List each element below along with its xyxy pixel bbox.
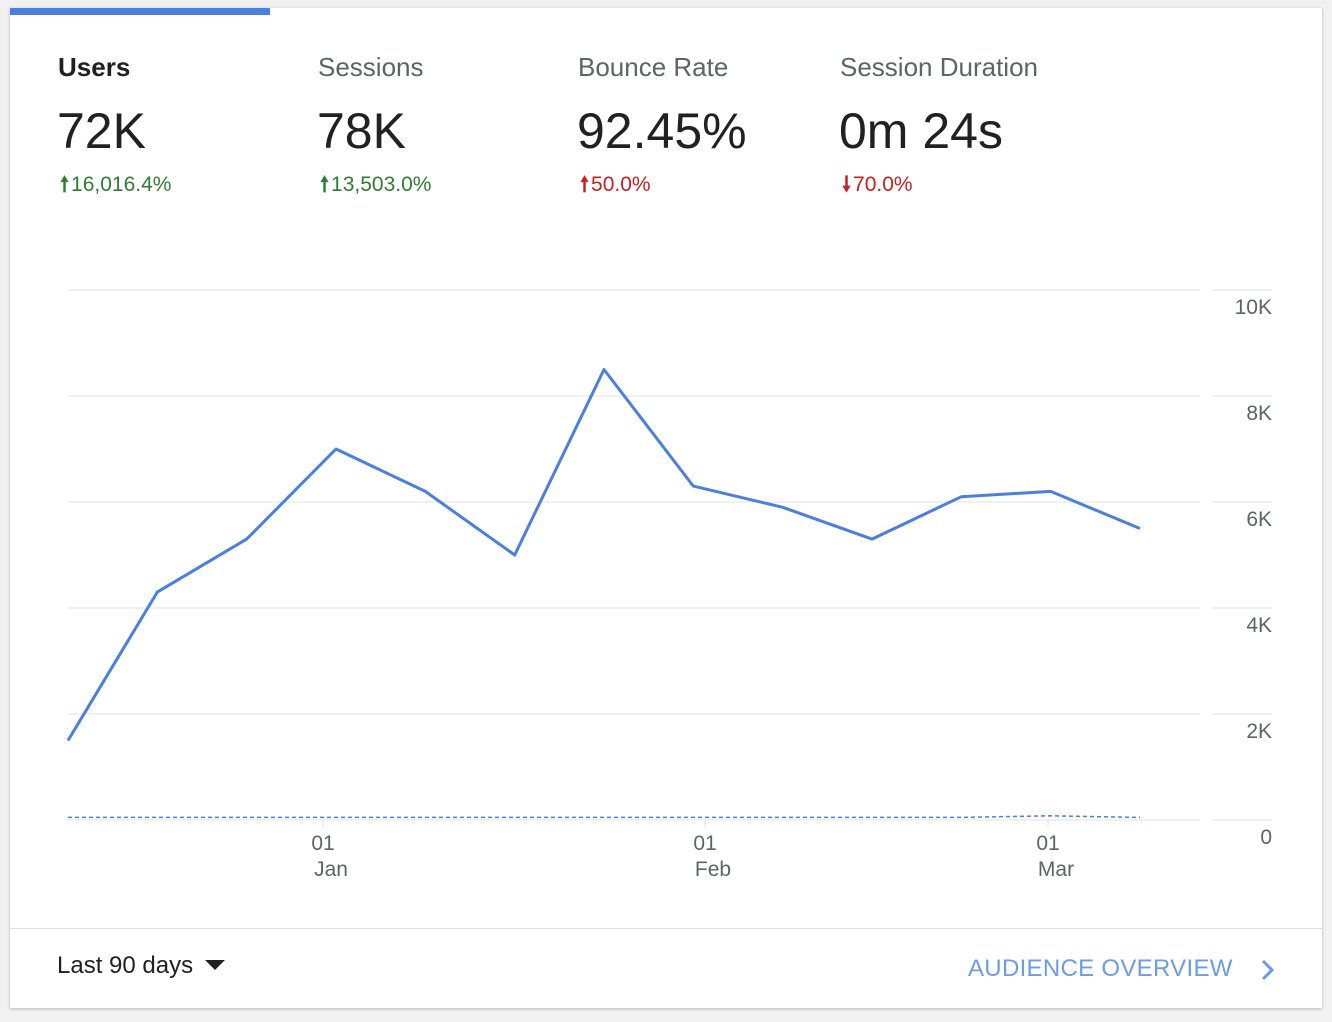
tab-value: 78K: [317, 103, 406, 159]
x-tick-month: Feb: [695, 858, 731, 881]
tab-users[interactable]: Users 72K 🠕16,016.4%: [10, 8, 270, 218]
tab-value: 72K: [57, 103, 146, 159]
date-range-label: Last 90 days: [57, 952, 194, 979]
users-line-chart: 0 2K 4K 6K 8K 10K 01 Jan 01 Feb 01 Mar: [66, 289, 1272, 881]
x-tick-day: 01: [1036, 832, 1059, 855]
x-tick-day: 01: [311, 832, 334, 855]
comparison-series-line: [68, 815, 1141, 819]
audience-overview-link[interactable]: AUDIENCE OVERVIEW: [968, 955, 1233, 982]
y-tick-label: 6K: [1246, 508, 1272, 531]
tab-value: 0m 24s: [839, 103, 1003, 159]
tab-change: 🠕16,016.4%: [60, 170, 171, 205]
tab-sessions[interactable]: Sessions 78K 🠕13,503.0%: [270, 8, 530, 218]
tab-label: Session Duration: [840, 52, 1038, 82]
tab-change: 🠗70.0%: [842, 170, 913, 205]
x-tick-day: 01: [693, 832, 716, 855]
y-tick-label: 0: [1260, 826, 1272, 849]
y-tick-label: 4K: [1246, 614, 1272, 637]
x-tick-month: Mar: [1038, 858, 1074, 881]
tab-label: Sessions: [318, 52, 424, 82]
active-tab-indicator: [10, 8, 270, 15]
y-tick-label: 2K: [1246, 720, 1272, 743]
tab-bounce-rate[interactable]: Bounce Rate 92.45% 🠕50.0%: [530, 8, 790, 218]
analytics-card: Users 72K 🠕16,016.4% Sessions 78K 🠕13,50…: [10, 8, 1322, 1008]
chevron-right-icon[interactable]: [1258, 958, 1278, 982]
arrow-up-icon: 🠕: [580, 173, 590, 196]
tab-value: 92.45%: [577, 103, 747, 159]
footer-divider: [10, 928, 1322, 929]
y-tick-label: 10K: [1235, 296, 1272, 319]
change-value: 13,503.0%: [331, 173, 432, 196]
date-range-dropdown[interactable]: Last 90 days: [57, 952, 226, 980]
arrow-up-icon: 🠕: [60, 173, 70, 196]
arrow-up-icon: 🠕: [320, 173, 330, 196]
tab-label: Users: [58, 52, 131, 82]
change-value: 70.0%: [853, 173, 913, 196]
users-series-line: [66, 368, 1141, 742]
caret-down-icon: [205, 959, 226, 970]
metric-tabs: Users 72K 🠕16,016.4% Sessions 78K 🠕13,50…: [10, 8, 1322, 228]
arrow-down-icon: 🠗: [842, 173, 852, 196]
y-tick-label: 8K: [1246, 402, 1272, 425]
tab-label: Bounce Rate: [578, 52, 729, 82]
change-value: 50.0%: [591, 173, 651, 196]
tab-session-duration[interactable]: Session Duration 0m 24s 🠗70.0%: [792, 8, 1052, 218]
change-value: 16,016.4%: [71, 173, 172, 196]
tab-change: 🠕13,503.0%: [320, 170, 431, 205]
x-tick-month: Jan: [314, 858, 348, 881]
tab-change: 🠕50.0%: [580, 170, 651, 205]
